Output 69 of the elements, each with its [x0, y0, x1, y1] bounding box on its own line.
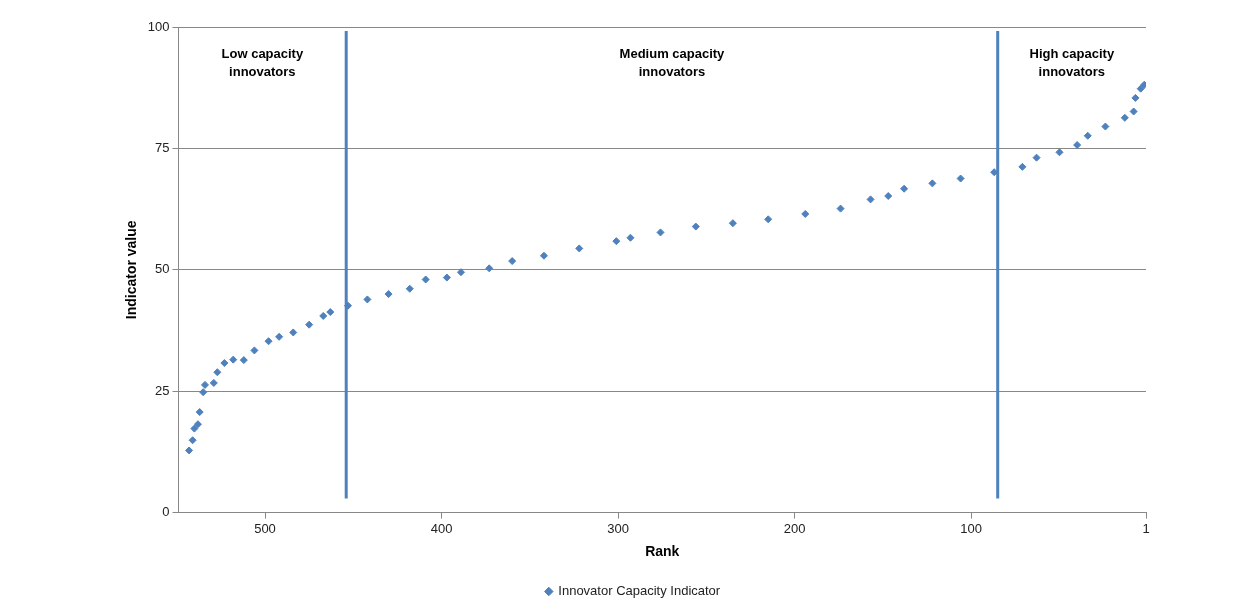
point — [866, 195, 875, 204]
x-tick-label: 100 — [960, 520, 983, 536]
y-tick-label: 25 — [155, 382, 170, 398]
point — [1136, 84, 1145, 93]
point — [1131, 93, 1140, 102]
x-tick-label: 300 — [607, 520, 629, 536]
point — [1120, 113, 1129, 122]
point — [1073, 141, 1082, 149]
point — [836, 204, 845, 213]
point — [1101, 122, 1110, 131]
point — [928, 179, 937, 188]
point — [1129, 107, 1138, 116]
point — [363, 295, 372, 304]
point — [239, 356, 248, 365]
point — [612, 237, 621, 246]
point — [229, 355, 238, 364]
point — [728, 219, 737, 228]
point — [188, 436, 197, 445]
x-tick-label: 400 — [430, 520, 453, 536]
point — [275, 332, 284, 341]
point — [691, 222, 700, 231]
point — [801, 209, 810, 218]
y-tick-label: 0 — [162, 504, 170, 520]
point — [185, 446, 194, 455]
point — [956, 174, 965, 183]
point — [319, 311, 328, 320]
point — [1083, 131, 1092, 140]
point — [264, 337, 273, 346]
point — [1055, 148, 1064, 157]
point — [764, 215, 773, 224]
annotation: Low capacity innovators — [221, 45, 304, 79]
point — [626, 233, 635, 242]
point — [508, 257, 517, 266]
point — [200, 380, 209, 389]
x-tick-label: 500 — [254, 520, 276, 536]
point — [195, 408, 204, 417]
point — [442, 273, 451, 282]
annotation: High capacity innovators — [1029, 45, 1115, 79]
point — [190, 424, 199, 433]
point — [884, 191, 893, 200]
point — [456, 268, 465, 277]
point — [220, 359, 229, 368]
x-tick-label: 200 — [783, 520, 806, 536]
point — [213, 368, 222, 377]
y-axis-title: Indicator value — [123, 220, 140, 320]
point — [575, 244, 584, 253]
x-axis-title: Rank — [645, 543, 680, 560]
point — [539, 251, 548, 260]
point — [384, 290, 393, 299]
point — [209, 378, 218, 387]
point — [421, 275, 430, 284]
point — [193, 420, 202, 429]
point — [1018, 162, 1027, 171]
y-tick-label: 100 — [147, 18, 170, 34]
point — [199, 388, 208, 397]
annotation: Medium capacity innovators — [619, 45, 726, 79]
point — [326, 308, 335, 317]
point — [656, 228, 665, 237]
point — [405, 284, 414, 293]
y-tick-label: 75 — [155, 139, 170, 155]
point — [1032, 153, 1041, 162]
point — [305, 320, 314, 329]
point — [900, 184, 909, 193]
point — [289, 328, 298, 337]
point — [250, 346, 259, 355]
legend-label: Innovator Capacity Indicator — [558, 583, 721, 599]
y-tick-label: 50 — [155, 261, 170, 277]
point — [485, 264, 494, 273]
x-tick-label: 1 — [1142, 520, 1150, 536]
